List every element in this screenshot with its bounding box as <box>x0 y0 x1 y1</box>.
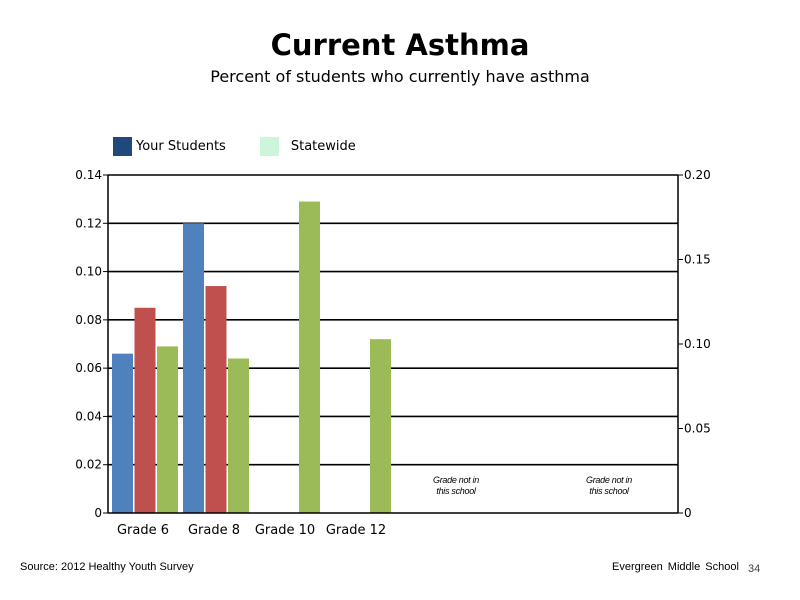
legend-swatch-your-students <box>113 136 132 156</box>
right-axis-tick-label: 0.05 <box>684 422 711 436</box>
left-axis-tick-label: 0.04 <box>75 409 102 423</box>
right-axis-tick-label: 0.20 <box>684 168 711 182</box>
school-name: Evergreen Middle School <box>612 561 739 573</box>
legend-item-your-students: Your Students <box>113 136 226 156</box>
annotation-line-1: Grade not in <box>433 475 479 485</box>
chart-subtitle: Percent of students who currently have a… <box>210 67 590 86</box>
left-axis-tick-label: 0.06 <box>75 361 102 375</box>
legend-label-statewide: Statewide <box>290 138 356 154</box>
left-axis-tick-label: 0.12 <box>75 216 102 230</box>
right-axis-tick-label: 0.10 <box>684 337 711 351</box>
bar <box>205 286 227 513</box>
chart-title: Current Asthma <box>270 28 530 62</box>
annotation-line-2: this school <box>589 486 630 496</box>
bar <box>228 358 249 513</box>
x-axis-category-label: Grade 10 <box>255 523 315 538</box>
left-axis-tick-label: 0.10 <box>75 265 102 279</box>
annotation-line-2: this school <box>436 486 477 496</box>
page-number: 34 <box>748 563 761 575</box>
bar <box>134 307 156 513</box>
legend: Your Students Statewide <box>113 136 386 156</box>
bar <box>183 223 204 514</box>
left-axis-tick-label: 0.14 <box>75 168 102 182</box>
x-axis-category-label: Grade 8 <box>188 523 240 538</box>
legend-swatch-statewide <box>259 136 279 156</box>
annotation-line-1: Grade not in <box>586 475 632 485</box>
bar <box>370 339 391 513</box>
bar <box>157 346 178 513</box>
right-axis-tick-label: 0 <box>684 506 692 520</box>
x-axis-category-label: Grade 6 <box>117 523 169 538</box>
left-axis-tick-label: 0.02 <box>75 458 102 472</box>
source-note: Source: 2012 Healthy Youth Survey <box>20 561 194 573</box>
right-axis-tick-label: 0.15 <box>684 253 711 267</box>
x-axis-category-label: Grade 12 <box>326 523 386 538</box>
legend-item-statewide: Statewide <box>259 136 356 156</box>
bar <box>299 201 320 514</box>
bar <box>112 353 133 513</box>
left-axis-tick-label: 0.08 <box>75 313 102 327</box>
left-axis-tick-label: 0 <box>94 506 102 520</box>
legend-label-your-students: Your Students <box>136 138 226 154</box>
